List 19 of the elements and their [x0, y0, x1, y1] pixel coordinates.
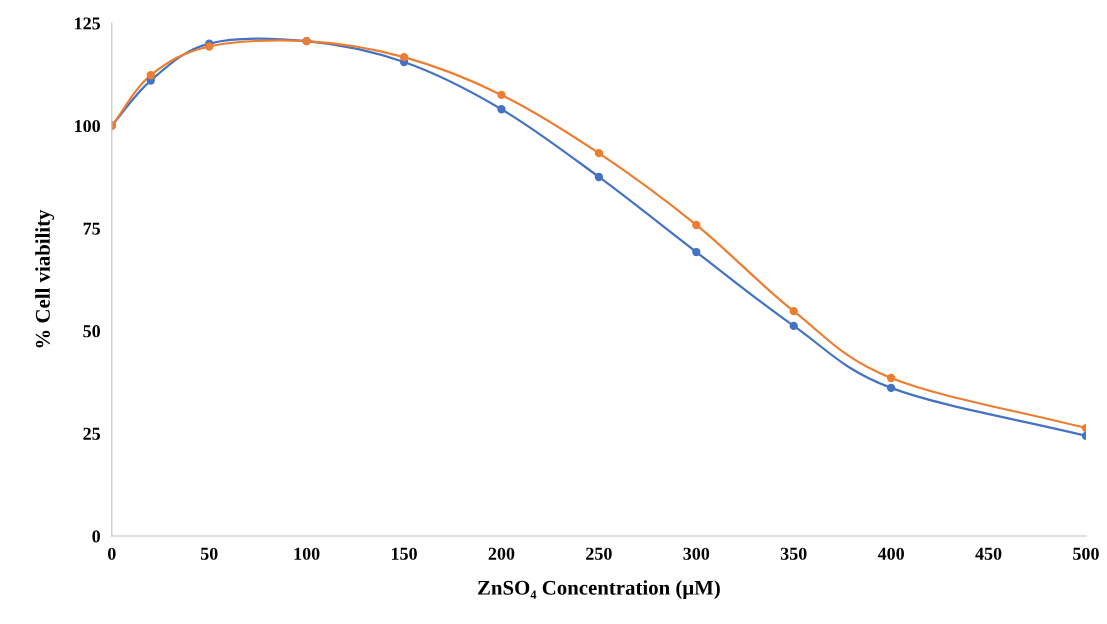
x-tick-label: 300	[683, 547, 710, 560]
y-tick-label: 100	[75, 119, 101, 133]
y-tick-label: 50	[83, 325, 101, 338]
y-axis-title: % Cell viability	[35, 209, 55, 348]
x-tick-label: 0	[107, 547, 116, 560]
x-tick-label: 500	[1073, 547, 1099, 560]
x-tick-label: 350	[780, 547, 807, 560]
y-tick-label: 125	[75, 17, 101, 30]
x-tick-label: 150	[391, 547, 417, 560]
y-tick-label: 75	[83, 222, 101, 235]
x-tick-label: 450	[975, 547, 1002, 560]
y-tick-label: 25	[83, 427, 101, 440]
x-tick-label: 250	[586, 547, 612, 560]
x-tick-label: 200	[488, 547, 515, 560]
x-tick-label: 50	[200, 547, 218, 560]
x-axis-title: ZnSO₄ Concentration (μM)	[478, 580, 720, 600]
y-tick-label: 0	[92, 530, 101, 543]
x-tick-label: 400	[877, 547, 904, 560]
x-tick-label: 100	[294, 547, 320, 560]
